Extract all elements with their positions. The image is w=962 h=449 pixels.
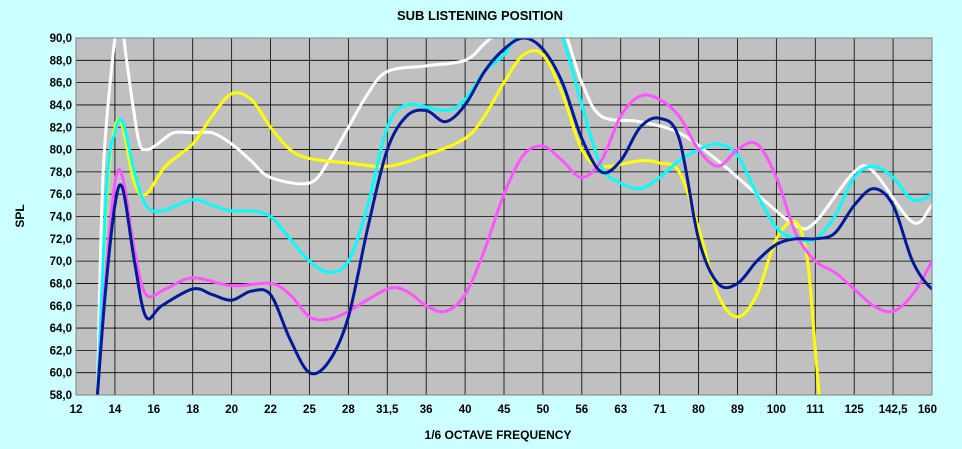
- chart-title: SUB LISTENING POSITION: [397, 8, 563, 23]
- x-tick-label: 28: [342, 404, 355, 416]
- y-tick-label: 62,0: [50, 345, 72, 357]
- y-tick-label: 90,0: [50, 33, 72, 45]
- y-tick-label: 58,0: [50, 390, 72, 402]
- y-tick-label: 76,0: [50, 189, 72, 201]
- x-tick-label: 14: [109, 404, 122, 416]
- series-line-3: [95, 38, 932, 395]
- series-line-2: [95, 49, 821, 395]
- x-tick-label: 160: [918, 404, 937, 416]
- y-tick-label: 74,0: [50, 212, 72, 224]
- series-line-1: [95, 38, 932, 395]
- x-tick-labels: 12 14 16 18 20 22 25 28 31,5 36 40 45 50 56 63 71 80 89 10…: [70, 404, 937, 416]
- x-tick-label: 100: [767, 404, 786, 416]
- y-tick-label: 80,0: [50, 145, 72, 157]
- y-tick-label: 70,0: [50, 256, 72, 268]
- x-tick-label: 50: [537, 404, 550, 416]
- x-tick-label: 12: [70, 404, 83, 416]
- x-tick-label: 71: [653, 404, 666, 416]
- x-tick-label: 20: [225, 404, 238, 416]
- y-tick-label: 84,0: [50, 100, 72, 112]
- x-tick-label: 63: [614, 404, 627, 416]
- x-tick-label: 142,5: [879, 404, 908, 416]
- y-tick-label: 88,0: [50, 55, 72, 67]
- x-tick-label: 80: [692, 404, 705, 416]
- x-tick-label: 18: [186, 404, 199, 416]
- x-tick-label: 125: [845, 404, 865, 416]
- y-tick-labels: 58,0 60,0 62,0 64,0 66,0 68,0 70,0 72,0 74,0 76,0…: [50, 33, 72, 402]
- x-tick-label: 56: [575, 404, 588, 416]
- x-tick-label: 111: [806, 404, 825, 416]
- y-tick-label: 66,0: [50, 301, 72, 313]
- x-tick-label: 22: [264, 404, 277, 416]
- x-tick-label: 40: [459, 404, 472, 416]
- x-tick-label: 16: [147, 404, 160, 416]
- x-axis-title: 1/6 OCTAVE FREQUENCY: [425, 428, 572, 442]
- y-tick-label: 72,0: [50, 234, 72, 246]
- y-tick-label: 78,0: [50, 167, 72, 179]
- series-line-4: [95, 93, 932, 395]
- x-tick-label: 89: [731, 404, 744, 416]
- x-tick-label: 36: [420, 404, 433, 416]
- y-tick-label: 60,0: [50, 368, 72, 380]
- x-tick-label: 25: [303, 404, 316, 416]
- plot-frame: [75, 37, 933, 396]
- series-line-5: [95, 38, 932, 395]
- series-layer: [95, 38, 932, 395]
- x-tick-label: 45: [498, 404, 511, 416]
- y-tick-label: 86,0: [50, 78, 72, 90]
- y-tick-label: 68,0: [50, 278, 72, 290]
- y-tick-label: 64,0: [50, 323, 72, 335]
- y-tick-label: 82,0: [50, 122, 72, 134]
- y-axis-title: SPL: [13, 204, 27, 227]
- x-tick-label: 31,5: [376, 404, 399, 416]
